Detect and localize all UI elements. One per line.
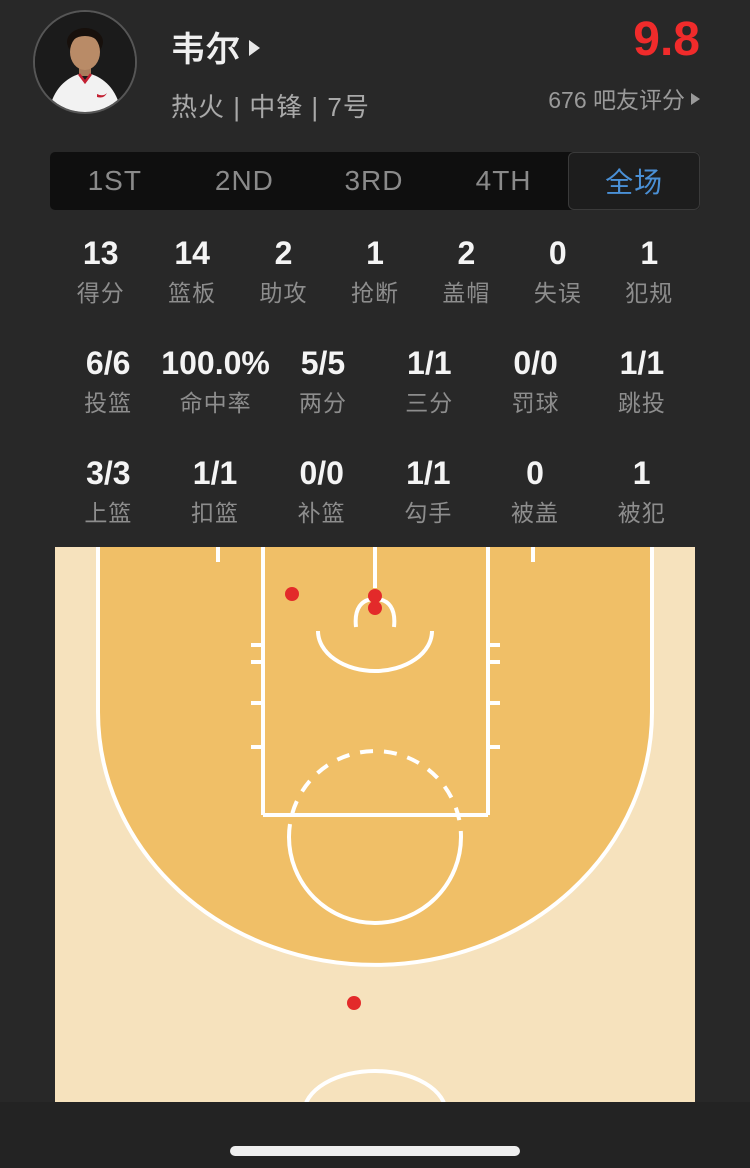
shot-dot bbox=[368, 601, 382, 615]
stat-value: 2 bbox=[274, 235, 293, 271]
player-header: 韦尔 热火 | 中锋 | 7号 9.8 676 吧友评分 bbox=[0, 0, 750, 124]
rating-block: 9.8 676 吧友评分 bbox=[548, 10, 700, 115]
stat-value: 1/1 bbox=[619, 345, 665, 381]
chevron-right-icon bbox=[691, 92, 700, 105]
home-indicator[interactable] bbox=[230, 1146, 520, 1156]
stat-fouled: 1 被犯 bbox=[588, 456, 695, 526]
stat-label: 失误 bbox=[533, 280, 582, 306]
stat-label: 上篮 bbox=[84, 500, 133, 526]
stat-jumpshot: 1/1 跳投 bbox=[589, 346, 695, 416]
stat-label: 助攻 bbox=[259, 280, 308, 306]
lane-hash-marks bbox=[251, 643, 500, 749]
stat-label: 扣篮 bbox=[191, 500, 239, 526]
stat-fg: 6/6 投篮 bbox=[55, 346, 161, 416]
stat-label: 补篮 bbox=[297, 500, 346, 526]
stat-3pt: 1/1 三分 bbox=[376, 346, 482, 416]
stat-value: 1/1 bbox=[407, 345, 452, 381]
tab-4th[interactable]: 4TH bbox=[475, 165, 532, 196]
stat-rebounds: 14 篮板 bbox=[146, 236, 237, 306]
tab-full-game[interactable]: 全场 bbox=[568, 152, 700, 210]
stat-value: 100.0% bbox=[161, 345, 270, 381]
stat-value: 13 bbox=[82, 235, 119, 271]
free-throw-circle-solid bbox=[287, 836, 463, 925]
three-point-line bbox=[96, 547, 654, 967]
player-name: 韦尔 bbox=[171, 31, 241, 69]
stat-assists: 2 助攻 bbox=[238, 236, 329, 306]
stat-value: 14 bbox=[174, 235, 210, 271]
stat-fg-pct: 100.0% 命中率 bbox=[161, 346, 270, 416]
stat-label: 篮板 bbox=[168, 280, 217, 306]
stats-panel: 13 得分 14 篮板 2 助攻 1 抢断 2 盖帽 0 失误 1 犯规 6/6 投篮 100.… bbox=[55, 236, 695, 526]
stat-putback: 0/0 补篮 bbox=[268, 456, 375, 526]
inside-arc-area bbox=[98, 547, 652, 965]
stat-layup: 3/3 上篮 bbox=[55, 456, 162, 526]
player-avatar[interactable] bbox=[33, 10, 137, 114]
stat-label: 犯规 bbox=[625, 280, 674, 306]
stat-value: 1/1 bbox=[192, 455, 238, 491]
player-meta: 热火 | 中锋 | 7号 bbox=[171, 92, 370, 122]
stat-dunk: 1/1 扣篮 bbox=[162, 456, 269, 526]
stat-label: 跳投 bbox=[617, 390, 666, 416]
quarter-tabs: 1ST 2ND 3RD 4TH 全场 bbox=[50, 152, 700, 210]
tab-1st[interactable]: 1ST bbox=[87, 165, 142, 196]
restricted-area-arc bbox=[316, 630, 434, 673]
stat-label: 盖帽 bbox=[442, 280, 491, 306]
stat-turnovers: 0 失误 bbox=[512, 236, 603, 306]
player-identity: 韦尔 热火 | 中锋 | 7号 bbox=[171, 10, 548, 124]
stat-value: 6/6 bbox=[85, 345, 131, 381]
player-name-row[interactable]: 韦尔 bbox=[171, 22, 548, 71]
rating-caption-row[interactable]: 676 吧友评分 bbox=[548, 81, 700, 115]
stat-value: 3/3 bbox=[86, 455, 131, 491]
stat-value: 0 bbox=[526, 455, 544, 491]
key-lane-lines bbox=[261, 547, 490, 817]
stat-2pt: 5/5 两分 bbox=[270, 346, 376, 416]
stat-got-blocked: 0 被盖 bbox=[482, 456, 589, 526]
stat-label: 两分 bbox=[298, 390, 347, 416]
shot-dot bbox=[285, 587, 299, 601]
stat-ft: 0/0 罚球 bbox=[482, 346, 588, 416]
shot-dot bbox=[368, 589, 382, 603]
stat-fouls: 1 犯规 bbox=[604, 236, 695, 306]
bottom-bar bbox=[0, 1102, 750, 1168]
court-svg bbox=[55, 547, 695, 1112]
stat-value: 0 bbox=[548, 235, 567, 271]
stat-steals: 1 抢断 bbox=[329, 236, 420, 306]
stat-value: 5/5 bbox=[300, 345, 346, 381]
stat-value: 1 bbox=[632, 455, 651, 491]
stat-value: 1/1 bbox=[406, 455, 451, 491]
shot-chart bbox=[55, 547, 695, 1112]
tab-3rd[interactable]: 3RD bbox=[344, 165, 404, 196]
avatar-image bbox=[35, 12, 135, 112]
stat-label: 勾手 bbox=[404, 500, 453, 526]
stat-value: 1 bbox=[366, 235, 384, 271]
half-court-circle bbox=[302, 1069, 448, 1112]
stat-row-detail: 3/3 上篮 1/1 扣篮 0/0 补篮 1/1 勾手 0 被盖 1 被犯 bbox=[55, 456, 695, 526]
stat-value: 1 bbox=[640, 235, 659, 271]
stat-row-shooting: 6/6 投篮 100.0% 命中率 5/5 两分 1/1 三分 0/0 罚球 1/1 跳投 bbox=[55, 346, 695, 416]
stat-value: 0/0 bbox=[513, 345, 558, 381]
stat-label: 被盖 bbox=[511, 500, 560, 526]
stat-label: 得分 bbox=[76, 280, 125, 306]
tab-2nd[interactable]: 2ND bbox=[214, 165, 274, 196]
stat-label: 罚球 bbox=[511, 390, 560, 416]
stat-row-basic: 13 得分 14 篮板 2 助攻 1 抢断 2 盖帽 0 失误 1 犯规 bbox=[55, 236, 695, 306]
stat-label: 被犯 bbox=[617, 500, 666, 526]
stat-value: 0/0 bbox=[299, 455, 344, 491]
stat-value: 2 bbox=[457, 235, 476, 271]
stat-points: 13 得分 bbox=[55, 236, 146, 306]
baseline-hash-marks bbox=[216, 547, 535, 562]
stat-blocks: 2 盖帽 bbox=[421, 236, 512, 306]
stat-hook: 1/1 勾手 bbox=[375, 456, 482, 526]
stat-label: 命中率 bbox=[179, 390, 252, 416]
stat-label: 三分 bbox=[405, 390, 454, 416]
stat-label: 抢断 bbox=[350, 280, 399, 306]
rating-value: 9.8 bbox=[633, 13, 700, 66]
rating-caption: 676 吧友评分 bbox=[548, 86, 685, 113]
stat-label: 投篮 bbox=[84, 390, 133, 416]
shot-dot bbox=[347, 996, 361, 1010]
chevron-right-icon bbox=[249, 40, 260, 56]
